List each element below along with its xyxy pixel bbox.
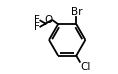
Text: F: F bbox=[34, 22, 40, 32]
Text: F: F bbox=[34, 15, 40, 25]
Text: O: O bbox=[44, 15, 53, 25]
Text: Br: Br bbox=[71, 7, 82, 17]
Text: Cl: Cl bbox=[80, 62, 91, 72]
